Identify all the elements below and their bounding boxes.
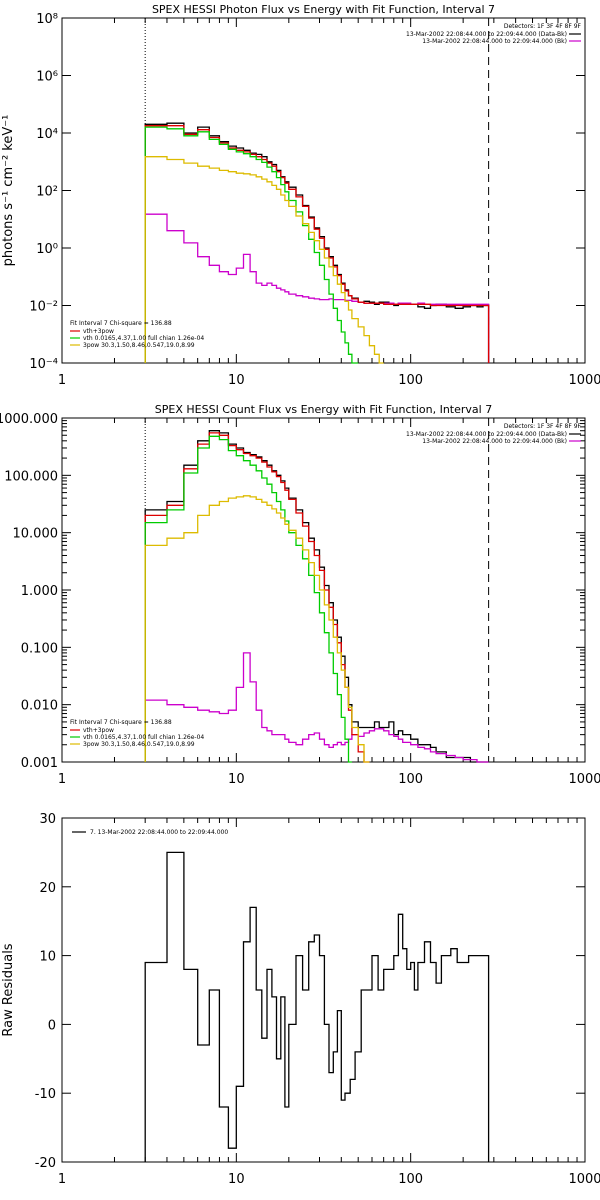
y-tick-label: 0.010	[21, 699, 58, 714]
y-tick-label: 1000.000	[0, 412, 58, 427]
chart-panel-2: SPEX HESSI Count Flux vs Energy with Fit…	[0, 403, 600, 787]
legend-entry-label: 13-Mar-2002 22:08:44.000 to 22:09:44.000…	[406, 31, 567, 38]
legend-entry-label: 3pow 30.3,1.50,8.46,0.547,19.0,8.99	[83, 342, 195, 349]
x-tick-label: 1000	[568, 772, 600, 787]
y-tick-label: 10⁻²	[29, 300, 58, 315]
chart-title: SPEX HESSI Photon Flux vs Energy with Fi…	[152, 3, 495, 16]
legend-entry-label: 13-Mar-2002 22:08:44.000 to 22:09:44.000…	[406, 431, 567, 438]
x-tick-label: 100	[398, 772, 423, 787]
chart-title: SPEX HESSI Count Flux vs Energy with Fit…	[155, 403, 492, 416]
legend-entry-label: 3pow 30.3,1.50,8.46,0.547,19.0,8.99	[83, 741, 195, 748]
legend-entry-label: 13-Mar-2002 22:08:44.000 to 22:09:44.000…	[422, 38, 567, 45]
x-tick-label: 10	[228, 772, 245, 787]
x-tick-label: 1	[58, 772, 66, 787]
y-tick-label: 100.000	[4, 469, 58, 484]
x-tick-label: 100	[398, 373, 423, 388]
x-tick-label: 100	[398, 1172, 423, 1187]
legend-entry-label: vth+3pow	[83, 328, 114, 335]
series-line-7-13-mar-2002-22-08-44-000-to-22-09-44-000	[144, 851, 490, 1162]
y-tick-label: 30	[39, 812, 56, 827]
x-tick-label: 1	[58, 373, 66, 388]
axis-frame	[61, 17, 586, 364]
y-tick-label: 10⁶	[36, 70, 58, 85]
legend-entry-label: vth 0.0165,4.37,1.00 full chian 1.26e-04	[83, 335, 204, 342]
axis-frame	[61, 817, 586, 1163]
y-tick-label: 0.100	[21, 641, 58, 656]
series-line-data-bk	[144, 122, 490, 363]
legend-entry-label: 7. 13-Mar-2002 22:08:44.000 to 22:09:44.…	[90, 829, 228, 836]
y-tick-label: 10⁸	[36, 12, 58, 27]
series-line-vth	[144, 435, 352, 763]
x-tick-label: 1000	[568, 373, 600, 388]
chart-panel-3: 1 10 100 1000 -20 -10 0 10 20 30 Raw Residuals 7. 1…	[1, 812, 600, 1187]
y-tick-label: 10⁰	[36, 242, 58, 257]
series-line-bk	[144, 652, 489, 763]
series-line-3pow	[144, 495, 370, 763]
series-line-data-bk	[144, 430, 489, 763]
y-tick-label: 10²	[36, 185, 58, 200]
x-tick-label: 1000	[568, 1172, 600, 1187]
series-line-vth	[144, 126, 359, 364]
y-tick-label: -20	[35, 1156, 56, 1171]
y-axis-label: Raw Residuals	[1, 943, 16, 1036]
legend-entry-label: vth+3pow	[83, 727, 114, 734]
y-tick-label: 0.001	[21, 756, 58, 771]
y-tick-label: 0	[48, 1018, 56, 1033]
chart-panel-1: SPEX HESSI Photon Flux vs Energy with Fi…	[1, 3, 600, 388]
series-line-3pow	[144, 156, 384, 364]
legend-entry-label: vth 0.0165,4.37,1.00 full chian 1.26e-04	[83, 734, 204, 741]
y-tick-label: 10⁻⁴	[29, 357, 58, 372]
legend-detectors: Detectors: 1F 3F 4F 8F 9F	[504, 423, 582, 430]
x-tick-label: 10	[228, 373, 245, 388]
legend-entry-label: 13-Mar-2002 22:08:44.000 to 22:09:44.000…	[422, 438, 567, 445]
legend-detectors: Detectors: 1F 3F 4F 8F 9F	[504, 23, 582, 30]
series-line-vth-3pow	[144, 125, 490, 363]
y-tick-label: 10	[39, 950, 56, 965]
y-tick-label: 10⁴	[36, 127, 58, 142]
y-tick-label: -10	[35, 1087, 56, 1102]
y-tick-label: 1.000	[21, 584, 58, 599]
series-line-vth-3pow	[144, 432, 370, 763]
y-tick-label: 10.000	[13, 527, 59, 542]
legend-fit-header: Fit Interval 7 Chi-square = 136.88	[70, 719, 172, 726]
x-tick-label: 1	[58, 1172, 66, 1187]
x-tick-label: 10	[228, 1172, 245, 1187]
y-axis-label: photons s⁻¹ cm⁻² keV⁻¹	[1, 115, 16, 267]
y-tick-label: 20	[39, 881, 56, 896]
legend-fit-header: Fit Interval 7 Chi-square = 136.88	[70, 320, 172, 327]
